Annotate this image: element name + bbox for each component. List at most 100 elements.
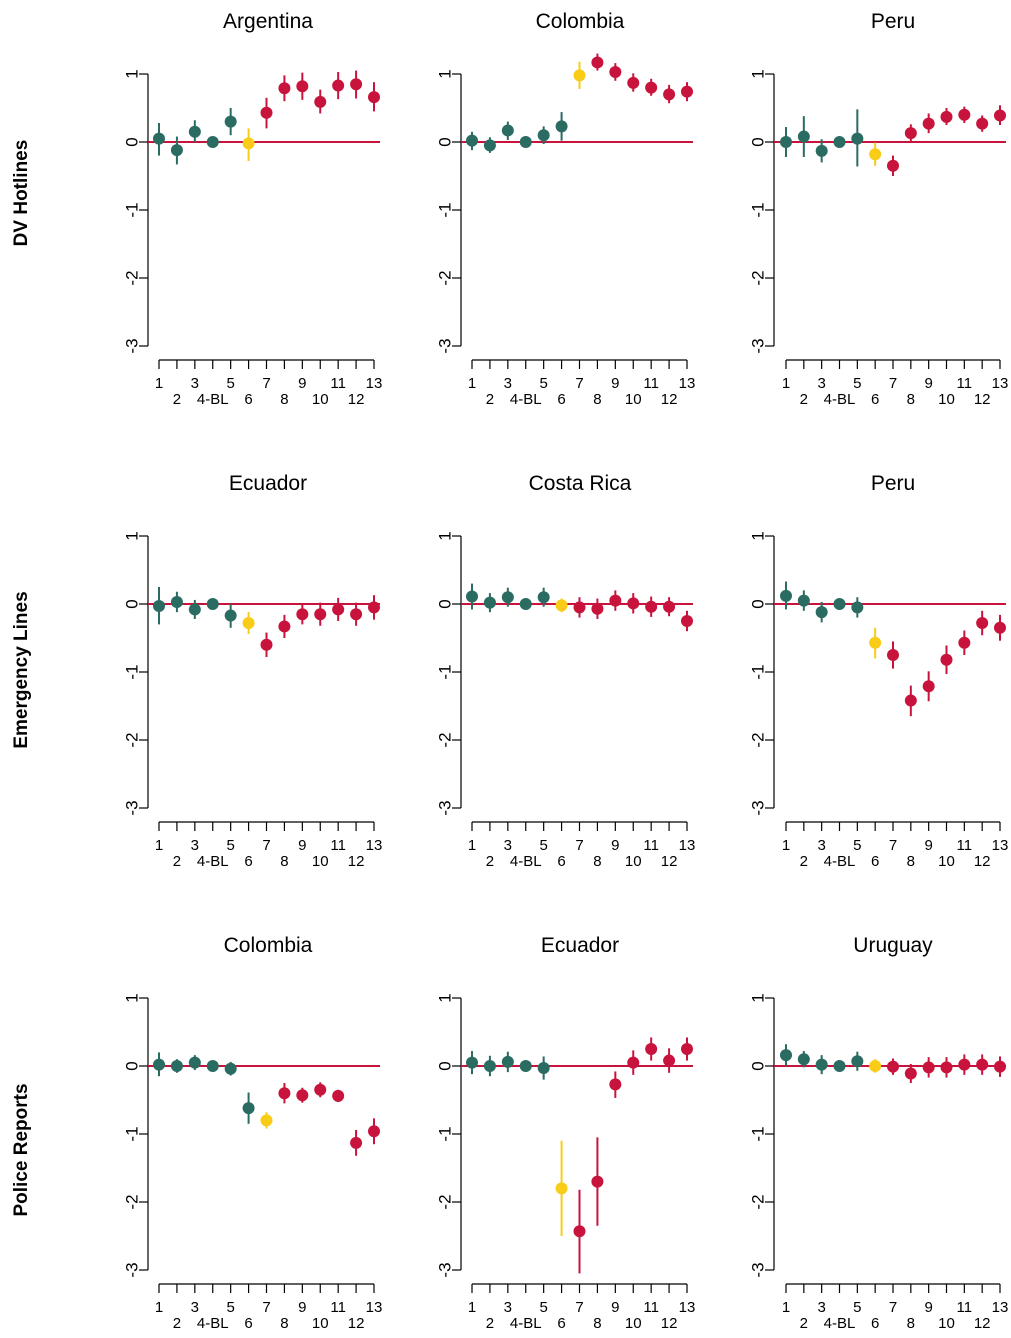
x-tick-label: 1 [782,1299,790,1316]
data-point [976,1058,989,1071]
panel-title: Colombia [536,10,625,33]
data-point [350,608,363,621]
data-point [958,108,971,121]
data-point [994,621,1006,634]
x-tick-label: 4-BL [510,391,542,408]
data-point [833,136,846,148]
data-point [332,79,345,92]
x-tick-label: 10 [625,1315,642,1332]
data-point [260,1114,273,1127]
x-tick-label: 2 [173,391,181,408]
x-tick-label: 1 [468,375,476,392]
x-tick-label: 3 [817,1299,825,1316]
data-point [537,591,550,604]
data-point [904,694,917,707]
y-tick-label: -1 [123,202,142,217]
x-tick-label: 12 [661,1315,678,1332]
data-point [224,115,237,128]
data-point [922,1061,935,1074]
data-point [887,159,899,172]
data-point [976,117,989,130]
data-point [940,653,953,666]
x-tick-label: 6 [557,1315,565,1332]
y-tick-label: -1 [749,1126,768,1141]
x-tick-label: 5 [853,837,861,854]
y-tick-label: 0 [749,1061,768,1070]
data-point [591,56,604,69]
x-tick-label: 12 [974,853,991,870]
x-tick-label: 1 [782,375,790,392]
x-tick-label: 3 [504,375,512,392]
data-point [153,132,165,145]
x-tick-label: 7 [262,837,270,854]
x-tick-label: 8 [593,1315,601,1332]
data-point [206,598,219,610]
data-point [314,1083,327,1096]
data-point [501,1055,514,1068]
data-point [555,1182,568,1195]
y-tick-label: -2 [123,270,142,285]
data-point [833,598,846,610]
x-tick-label: 11 [330,837,346,854]
x-tick-label: 2 [173,1315,181,1332]
data-point [797,1053,810,1066]
x-tick-label: 9 [298,1299,306,1316]
data-point [609,65,622,78]
x-tick-label: 5 [226,375,234,392]
x-tick-label: 7 [575,375,583,392]
data-point [260,638,273,651]
x-tick-label: 9 [924,837,932,854]
data-point [627,597,640,610]
y-tick-label: 1 [123,531,142,540]
data-point [188,1056,201,1069]
x-tick-label: 6 [871,853,879,870]
x-tick-label: 10 [312,1315,329,1332]
y-tick-label: 1 [749,531,768,540]
x-tick-label: 5 [226,837,234,854]
x-tick-label: 13 [992,1299,1009,1316]
data-point [188,125,201,138]
data-point [537,1062,550,1075]
panel-title: Uruguay [853,934,933,957]
data-point [466,1056,478,1069]
y-tick-label: -2 [436,732,455,747]
data-point [645,600,658,613]
data-point [153,600,165,613]
x-tick-label: 10 [312,391,329,408]
x-tick-label: 2 [800,853,808,870]
y-tick-label: -3 [749,800,768,815]
x-tick-label: 3 [191,837,199,854]
x-tick-label: 13 [366,1299,383,1316]
data-point [940,110,953,123]
data-point [368,91,380,104]
data-point [519,136,532,148]
data-point [206,136,219,148]
x-tick-label: 8 [907,391,915,408]
x-tick-label: 5 [226,1299,234,1316]
x-tick-label: 13 [679,837,696,854]
data-point [242,617,255,630]
y-tick-label: -1 [749,664,768,679]
y-tick-label: 0 [123,137,142,146]
data-point [350,78,363,91]
data-point [466,134,478,147]
data-point [815,144,828,157]
data-point [296,608,309,621]
y-tick-label: -3 [749,1262,768,1277]
x-tick-label: 6 [244,1315,252,1332]
data-point [797,130,810,143]
x-tick-label: 6 [244,853,252,870]
x-tick-label: 2 [486,1315,494,1332]
y-tick-label: -3 [749,338,768,353]
data-point [314,608,327,621]
data-point [278,1087,291,1100]
x-tick-label: 9 [611,837,619,854]
panel-title: Ecuador [541,934,619,957]
x-tick-label: 3 [817,375,825,392]
x-tick-label: 10 [625,391,642,408]
y-tick-label: -3 [436,800,455,815]
y-tick-label: -3 [436,338,455,353]
x-tick-label: 6 [244,391,252,408]
data-point [780,589,792,602]
